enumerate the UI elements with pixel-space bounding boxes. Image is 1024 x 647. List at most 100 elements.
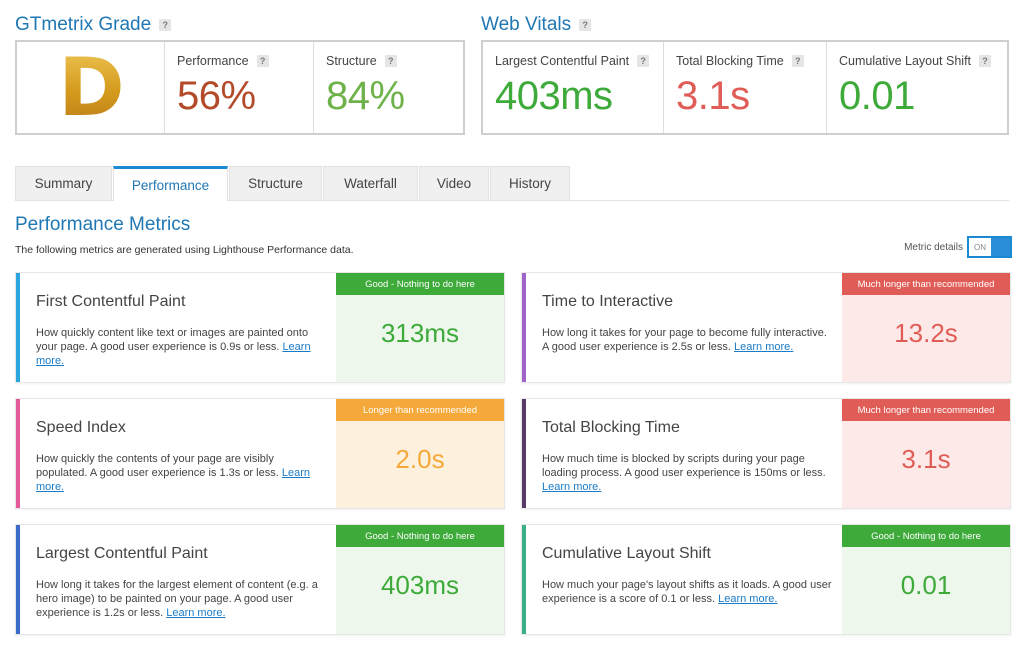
card-value-panel: Longer than recommended 2.0s xyxy=(336,399,504,508)
card-value: 13.2s xyxy=(894,318,958,348)
learn-more-link[interactable]: Learn more. xyxy=(166,607,226,619)
card-title: Largest Contentful Paint xyxy=(36,545,208,562)
card-title: Cumulative Layout Shift xyxy=(542,545,711,562)
card-value-panel: Good - Nothing to do here 313ms xyxy=(336,273,504,382)
card-body: Cumulative Layout Shift How much your pa… xyxy=(526,525,842,634)
metric-details-control: Metric details ON xyxy=(904,236,1012,258)
card-value-panel: Good - Nothing to do here 403ms xyxy=(336,525,504,634)
learn-more-link[interactable]: Learn more. xyxy=(734,341,794,353)
web-vitals-title: Web Vitals ? xyxy=(481,14,592,36)
tbt-label: Total Blocking Time xyxy=(676,54,784,68)
metric-details-toggle[interactable]: ON xyxy=(967,236,1012,258)
performance-label: Performance xyxy=(177,54,249,68)
card-value: 2.0s xyxy=(395,444,445,474)
cls-label: Cumulative Layout Shift xyxy=(839,54,972,68)
performance-metrics-title: Performance Metrics xyxy=(15,214,191,235)
card-description: How quickly content like text or images … xyxy=(36,326,326,368)
lcp-value: 403ms xyxy=(495,74,613,118)
cls-cell: Cumulative Layout Shift ? 0.01 xyxy=(827,42,1007,133)
metric-card-total-blocking-time: Total Blocking Time How much time is blo… xyxy=(521,398,1011,509)
metric-details-label: Metric details xyxy=(904,241,963,253)
card-description-text: How much your page's layout shifts as it… xyxy=(542,579,832,605)
help-icon[interactable]: ? xyxy=(791,55,804,67)
help-icon[interactable]: ? xyxy=(979,55,992,67)
tab-structure[interactable]: Structure xyxy=(229,166,322,200)
card-body: Speed Index How quickly the contents of … xyxy=(20,399,336,508)
tab-history[interactable]: History xyxy=(490,166,570,200)
card-description: How long it takes for your page to becom… xyxy=(542,326,832,354)
gtmetrix-grade-title: GTmetrix Grade ? xyxy=(15,14,172,36)
card-description: How much your page's layout shifts as it… xyxy=(542,578,832,606)
tabs-divider xyxy=(15,200,1009,201)
card-value: 3.1s xyxy=(901,444,951,474)
status-badge: Much longer than recommended xyxy=(842,399,1010,421)
card-description-text: How long it takes for your page to becom… xyxy=(542,327,827,353)
toggle-knob xyxy=(991,238,1010,256)
learn-more-link[interactable]: Learn more. xyxy=(542,481,602,493)
card-value-panel: Good - Nothing to do here 0.01 xyxy=(842,525,1010,634)
help-icon[interactable]: ? xyxy=(256,55,269,67)
metric-card-speed-index: Speed Index How quickly the contents of … xyxy=(15,398,505,509)
card-title: Speed Index xyxy=(36,419,126,436)
structure-label: Structure xyxy=(326,54,377,68)
metric-card-first-contentful-paint: First Contentful Paint How quickly conte… xyxy=(15,272,505,383)
performance-cell: Performance ? 56% xyxy=(165,42,314,133)
tbt-value: 3.1s xyxy=(676,74,750,118)
grade-box: D Performance ? 56% Structure ? 84% xyxy=(15,40,465,135)
structure-label-row: Structure ? xyxy=(326,54,463,68)
help-icon[interactable]: ? xyxy=(637,55,650,67)
lcp-label: Largest Contentful Paint xyxy=(495,54,630,68)
metric-card-largest-contentful-paint: Largest Contentful Paint How long it tak… xyxy=(15,524,505,635)
card-body: Largest Contentful Paint How long it tak… xyxy=(20,525,336,634)
performance-value: 56% xyxy=(177,74,256,118)
card-description-text: How quickly content like text or images … xyxy=(36,327,309,353)
metric-card-cumulative-layout-shift: Cumulative Layout Shift How much your pa… xyxy=(521,524,1011,635)
cls-value: 0.01 xyxy=(839,74,915,118)
structure-value: 84% xyxy=(326,74,405,118)
status-badge: Good - Nothing to do here xyxy=(336,273,504,295)
cls-label-row: Cumulative Layout Shift ? xyxy=(839,54,1007,68)
card-description: How long it takes for the largest elemen… xyxy=(36,578,326,620)
status-badge: Longer than recommended xyxy=(336,399,504,421)
help-icon[interactable]: ? xyxy=(384,55,397,67)
card-title: Time to Interactive xyxy=(542,293,674,310)
report-tabs: Summary Performance Structure Waterfall … xyxy=(15,166,571,201)
card-description-text: How long it takes for the largest elemen… xyxy=(36,579,318,619)
tbt-label-row: Total Blocking Time ? xyxy=(676,54,826,68)
tab-video[interactable]: Video xyxy=(419,166,489,200)
card-stripe xyxy=(522,273,526,382)
learn-more-link[interactable]: Learn more. xyxy=(36,467,310,493)
card-value: 403ms xyxy=(380,570,460,600)
lcp-label-row: Largest Contentful Paint ? xyxy=(495,54,663,68)
lcp-cell: Largest Contentful Paint ? 403ms xyxy=(483,42,664,133)
toggle-state-label: ON xyxy=(974,242,986,252)
web-vitals-box: Largest Contentful Paint ? 403ms Total B… xyxy=(481,40,1009,135)
tab-summary[interactable]: Summary xyxy=(15,166,112,200)
status-badge: Good - Nothing to do here xyxy=(842,525,1010,547)
card-stripe xyxy=(16,273,20,382)
card-title: First Contentful Paint xyxy=(36,293,186,310)
learn-more-link[interactable]: Learn more. xyxy=(36,341,311,367)
help-icon[interactable]: ? xyxy=(579,19,592,31)
web-vitals-label: Web Vitals xyxy=(481,14,572,35)
grade-letter-cell: D xyxy=(17,41,165,134)
performance-metrics-description: The following metrics are generated usin… xyxy=(15,244,354,256)
structure-cell: Structure ? 84% xyxy=(314,42,463,133)
card-body: First Contentful Paint How quickly conte… xyxy=(20,273,336,382)
performance-label-row: Performance ? xyxy=(177,54,313,68)
card-value-panel: Much longer than recommended 3.1s xyxy=(842,399,1010,508)
card-stripe xyxy=(522,525,526,634)
card-description: How much time is blocked by scripts duri… xyxy=(542,452,832,494)
status-badge: Good - Nothing to do here xyxy=(336,525,504,547)
tab-performance[interactable]: Performance xyxy=(113,166,228,201)
card-body: Total Blocking Time How much time is blo… xyxy=(526,399,842,508)
help-icon[interactable]: ? xyxy=(159,19,172,31)
status-badge: Much longer than recommended xyxy=(842,273,1010,295)
card-stripe xyxy=(16,525,20,634)
card-description-text: How much time is blocked by scripts duri… xyxy=(542,453,826,479)
metric-card-time-to-interactive: Time to Interactive How long it takes fo… xyxy=(521,272,1011,383)
tab-waterfall[interactable]: Waterfall xyxy=(323,166,418,200)
card-value-panel: Much longer than recommended 13.2s xyxy=(842,273,1010,382)
learn-more-link[interactable]: Learn more. xyxy=(718,593,778,605)
card-description: How quickly the contents of your page ar… xyxy=(36,452,326,494)
